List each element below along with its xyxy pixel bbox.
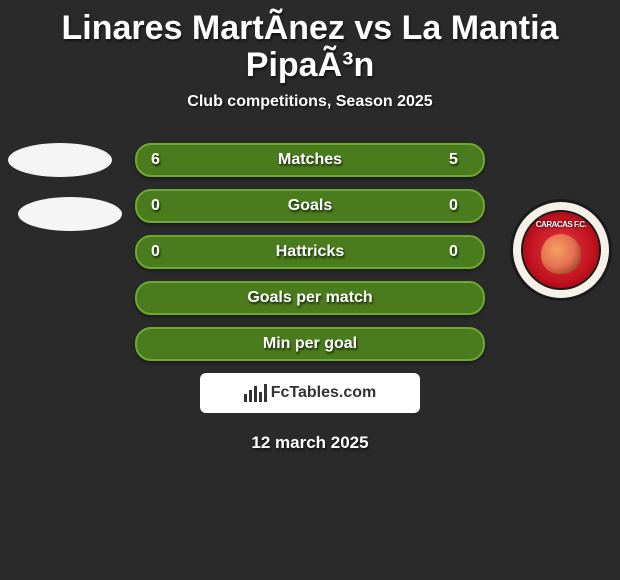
club-crest: CARACAS F.C. bbox=[521, 210, 601, 290]
stat-left-value: 0 bbox=[151, 197, 171, 215]
stat-row-matches: 6 Matches 5 bbox=[135, 143, 485, 177]
stat-row-goals: 0 Goals 0 bbox=[135, 189, 485, 223]
stat-left-value: 0 bbox=[151, 243, 171, 261]
page-title: Linares MartÃnez vs La Mantia PipaÃ³n bbox=[0, 0, 620, 93]
chart-icon bbox=[244, 384, 267, 402]
stat-label: Goals per match bbox=[247, 289, 372, 307]
comparison-card: Linares MartÃnez vs La Mantia PipaÃ³n Cl… bbox=[0, 0, 620, 453]
lion-icon bbox=[541, 234, 581, 274]
stat-right-value: 5 bbox=[449, 151, 469, 169]
subtitle: Club competitions, Season 2025 bbox=[0, 93, 620, 111]
player-right-badge: CARACAS F.C. bbox=[510, 199, 612, 301]
player-left-badge-1 bbox=[8, 143, 112, 177]
stat-label: Matches bbox=[278, 151, 342, 169]
stat-row-min-per-goal: Min per goal bbox=[135, 327, 485, 361]
stat-label: Hattricks bbox=[276, 243, 344, 261]
club-name: CARACAS F.C. bbox=[536, 220, 586, 229]
attribution-text: FcTables.com bbox=[271, 384, 377, 402]
stats-container: 6 Matches 5 0 Goals 0 0 Hattricks 0 Goal… bbox=[135, 143, 485, 361]
stat-row-goals-per-match: Goals per match bbox=[135, 281, 485, 315]
player-left-badge-2 bbox=[18, 197, 122, 231]
stat-right-value: 0 bbox=[449, 197, 469, 215]
stat-row-hattricks: 0 Hattricks 0 bbox=[135, 235, 485, 269]
stat-label: Min per goal bbox=[263, 335, 357, 353]
stat-left-value: 6 bbox=[151, 151, 171, 169]
attribution-box[interactable]: FcTables.com bbox=[200, 373, 420, 413]
stat-label: Goals bbox=[288, 197, 332, 215]
date-text: 12 march 2025 bbox=[20, 433, 600, 453]
content-area: CARACAS F.C. 6 Matches 5 0 Goals 0 0 Hat… bbox=[0, 143, 620, 453]
stat-right-value: 0 bbox=[449, 243, 469, 261]
